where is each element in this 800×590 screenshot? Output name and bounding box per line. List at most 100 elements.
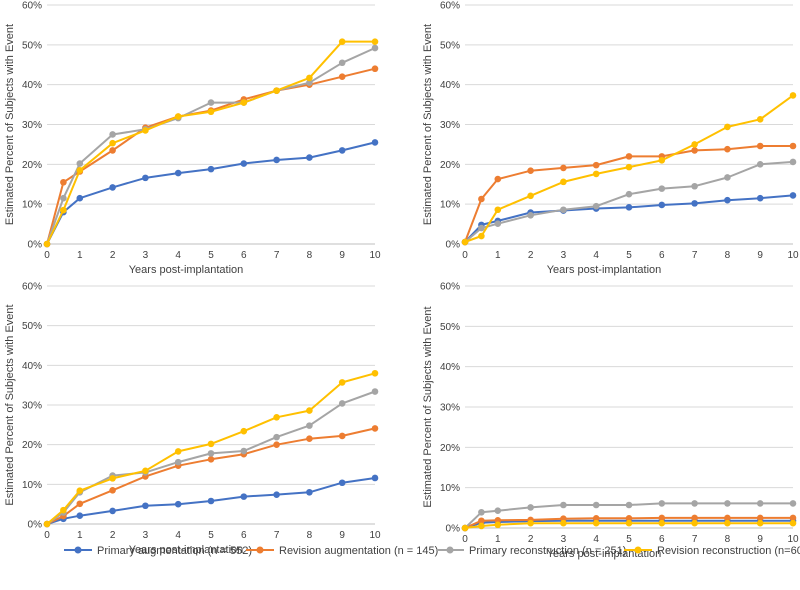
data-point-primary-reconstruction [789, 500, 797, 507]
y-tick-label: 10% [440, 483, 460, 494]
data-point-primary-reconstruction [306, 79, 313, 86]
legend: Primary augmentation (n = 552) Revision … [64, 545, 800, 557]
data-point-primary-reconstruction [338, 400, 346, 407]
data-point-primary-augmentation [174, 500, 182, 508]
data-point-primary-reconstruction [625, 190, 633, 198]
data-point-primary-reconstruction [207, 99, 215, 106]
legend-item-primary-augmentation[interactable]: Primary augmentation (n = 552) [64, 545, 252, 557]
data-point-revision-augmentation [306, 435, 313, 443]
y-tick-label: 10% [22, 200, 42, 211]
data-point-revision-reconstruction [592, 170, 600, 178]
data-point-primary-reconstruction [207, 450, 215, 457]
data-point-revision-augmentation [691, 147, 698, 154]
data-point-primary-reconstruction [658, 185, 666, 192]
data-point-primary-augmentation [724, 196, 731, 204]
legend-item-primary-reconstruction[interactable]: Primary reconstruction (n = 251) [436, 545, 626, 557]
chart-panel-top-right: 0% 10% 20% 30% 40% 50% 60% 0 1 2 3 4 5 6 7 8 9 10 Years po… [422, 1, 799, 277]
data-point-primary-reconstruction [527, 212, 534, 219]
x-tick-label: 10 [787, 250, 799, 261]
data-point-primary-reconstruction [756, 500, 764, 507]
x-tick-label: 4 [593, 250, 599, 261]
data-point-revision-augmentation [207, 456, 215, 463]
x-tick-label: 5 [626, 250, 632, 261]
data-point-revision-reconstruction [43, 240, 51, 248]
data-point-revision-augmentation [789, 514, 797, 522]
y-tick-label: 20% [440, 160, 460, 171]
data-point-revision-reconstruction [494, 206, 502, 214]
series-line-primary-reconstruction [46, 390, 376, 525]
x-tick-label: 3 [143, 250, 149, 261]
y-tick-label: 40% [440, 362, 460, 373]
x-tick-label: 9 [757, 534, 763, 545]
y-tick-label: 30% [440, 403, 460, 414]
x-tick-label: 6 [659, 250, 665, 261]
x-tick-label: 10 [369, 250, 381, 261]
y-tick-label: 0% [28, 240, 43, 251]
data-point-primary-reconstruction [789, 158, 797, 166]
x-tick-label: 1 [77, 250, 83, 261]
x-axis-title: Years post-implantation [547, 264, 662, 276]
data-point-revision-augmentation [724, 145, 731, 153]
y-tick-label: 0% [446, 240, 461, 251]
x-tick-label: 6 [659, 534, 665, 545]
data-point-revision-augmentation [625, 515, 633, 522]
y-tick-label: 60% [22, 282, 42, 293]
data-point-primary-reconstruction [478, 224, 485, 232]
x-tick-label: 1 [495, 534, 501, 545]
data-point-primary-augmentation [273, 156, 280, 164]
data-point-revision-augmentation [527, 167, 534, 175]
legend-label: Primary reconstruction (n = 251) [469, 545, 626, 557]
y-tick-label: 40% [440, 80, 460, 91]
data-point-revision-reconstruction [240, 427, 248, 435]
x-tick-label: 7 [274, 530, 280, 541]
chart-panel-bottom-left: 0% 10% 20% 30% 40% 50% 60% 0 1 2 3 4 5 6 7 8 9 10 Years po… [4, 282, 381, 557]
data-point-primary-reconstruction [60, 194, 67, 202]
data-point-primary-augmentation [142, 174, 149, 182]
x-tick-label: 0 [44, 250, 50, 261]
data-point-revision-reconstruction [658, 519, 666, 527]
series-line-revision-reconstruction [46, 40, 375, 245]
y-tick-label: 60% [440, 1, 460, 12]
data-point-revision-augmentation [724, 514, 731, 522]
data-point-revision-reconstruction [625, 163, 633, 171]
series-line-revision-reconstruction [464, 94, 794, 243]
data-point-primary-augmentation [273, 491, 280, 498]
data-point-primary-augmentation [240, 493, 248, 500]
data-point-primary-reconstruction [592, 202, 600, 210]
data-point-revision-reconstruction [338, 38, 346, 45]
y-tick-label: 10% [22, 480, 42, 491]
legend-label: Primary augmentation (n = 552) [97, 545, 252, 557]
data-point-revision-reconstruction [625, 519, 633, 527]
x-tick-label: 7 [274, 250, 280, 261]
legend-item-revision-augmentation[interactable]: Revision augmentation (n = 145) [246, 545, 438, 557]
data-point-primary-augmentation [625, 204, 633, 211]
data-point-revision-reconstruction [724, 519, 731, 527]
data-point-primary-augmentation [240, 160, 248, 167]
data-point-primary-augmentation [109, 507, 116, 515]
data-point-primary-augmentation [306, 488, 313, 496]
data-point-revision-reconstruction [789, 92, 797, 99]
data-point-revision-reconstruction [691, 519, 698, 527]
data-point-primary-reconstruction [560, 206, 567, 214]
data-point-primary-augmentation [174, 169, 182, 177]
x-tick-label: 2 [528, 250, 534, 261]
data-point-primary-augmentation [207, 497, 215, 505]
data-point-revision-augmentation [756, 142, 764, 150]
y-axis-title: Estimated Percent of Subjects with Event [422, 24, 434, 225]
data-point-primary-augmentation [338, 147, 346, 154]
data-point-revision-reconstruction [109, 139, 116, 147]
legend-label: Revision augmentation (n = 145) [279, 545, 438, 557]
data-point-primary-reconstruction [76, 160, 84, 167]
data-point-revision-reconstruction [494, 521, 502, 529]
data-point-primary-reconstruction [494, 220, 502, 227]
data-point-revision-augmentation [371, 65, 379, 73]
series-line-revision-reconstruction [46, 372, 376, 525]
legend-label: Revision reconstruction (n=60) [657, 545, 800, 557]
data-point-revision-reconstruction [789, 519, 797, 527]
data-point-revision-reconstruction [174, 113, 182, 120]
legend-item-revision-reconstruction[interactable]: Revision reconstruction (n=60) [624, 545, 800, 557]
y-axis-title: Estimated Percent of Subjects with Event [422, 306, 434, 507]
data-point-primary-reconstruction [756, 161, 764, 168]
data-point-revision-reconstruction [756, 519, 764, 527]
